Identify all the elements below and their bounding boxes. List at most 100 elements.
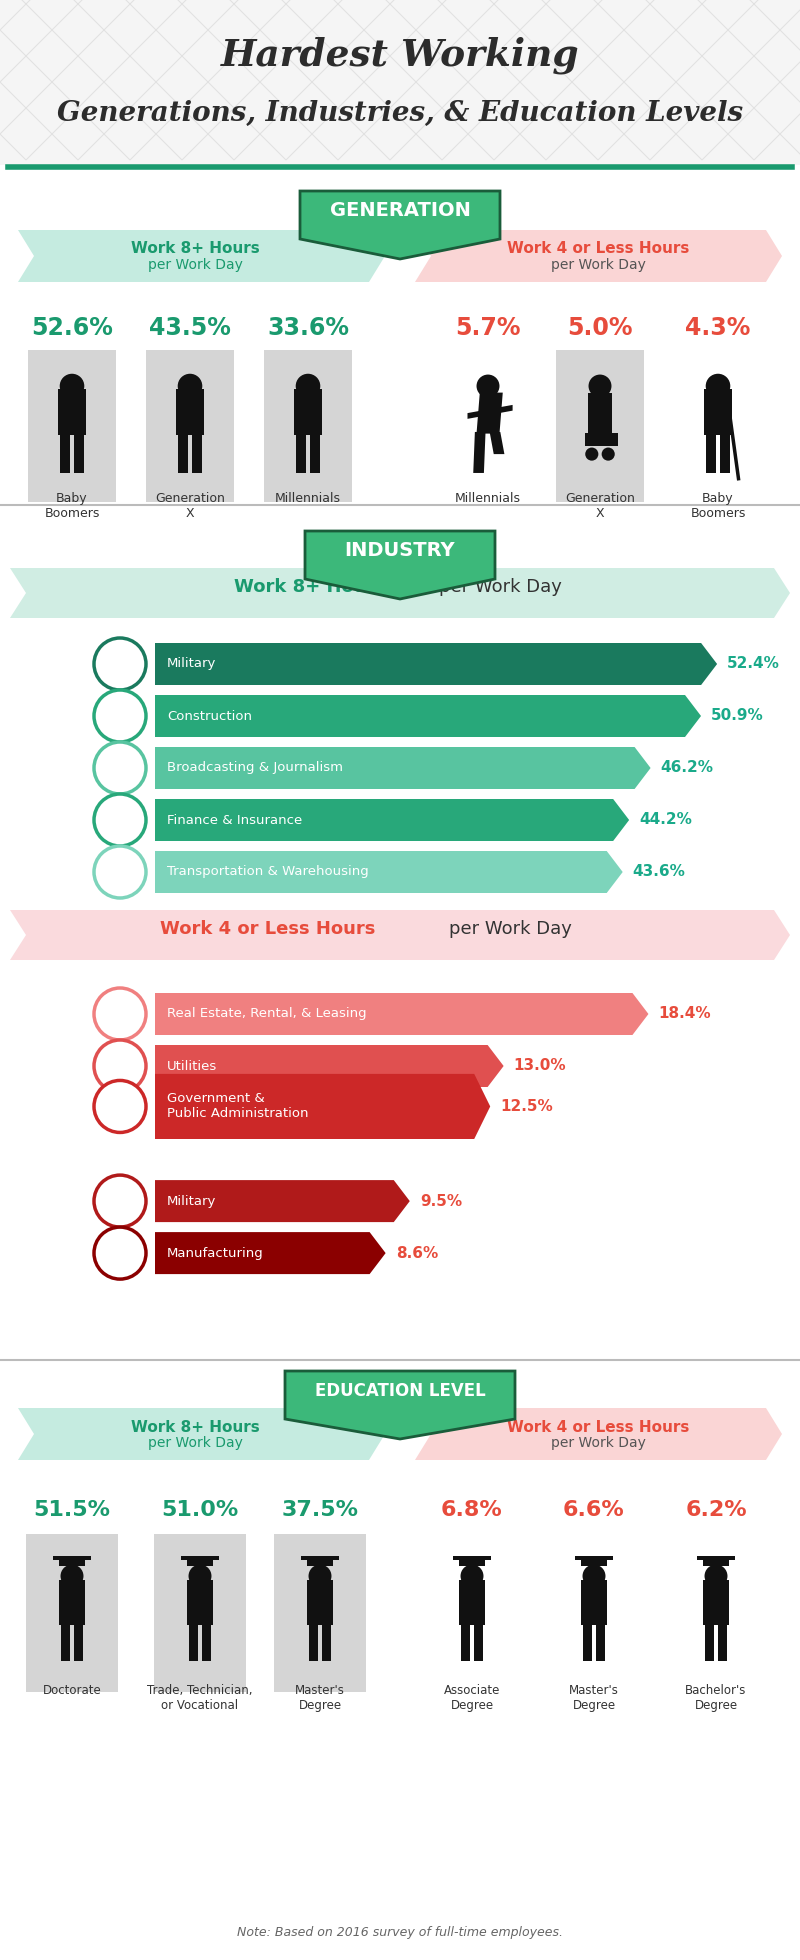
Polygon shape <box>10 909 790 960</box>
Circle shape <box>582 1564 606 1588</box>
Text: 6.2%: 6.2% <box>685 1499 747 1521</box>
FancyBboxPatch shape <box>61 1623 70 1660</box>
FancyBboxPatch shape <box>459 1560 485 1566</box>
Text: 5.7%: 5.7% <box>455 316 521 339</box>
Text: Work 8+ Hours: Work 8+ Hours <box>234 578 386 596</box>
Polygon shape <box>300 190 500 259</box>
FancyBboxPatch shape <box>59 1560 85 1566</box>
Polygon shape <box>415 1407 782 1460</box>
FancyBboxPatch shape <box>189 1623 198 1660</box>
Text: 43.6%: 43.6% <box>633 864 686 880</box>
FancyBboxPatch shape <box>74 1623 83 1660</box>
FancyBboxPatch shape <box>697 1556 735 1560</box>
Text: GENERATION: GENERATION <box>330 202 470 220</box>
FancyBboxPatch shape <box>597 1623 606 1660</box>
Polygon shape <box>155 747 650 790</box>
Circle shape <box>602 447 614 461</box>
FancyBboxPatch shape <box>581 1580 607 1625</box>
FancyBboxPatch shape <box>461 1623 470 1660</box>
Circle shape <box>309 1564 331 1588</box>
Text: EDUCATION LEVEL: EDUCATION LEVEL <box>314 1382 486 1399</box>
FancyBboxPatch shape <box>60 433 70 472</box>
FancyBboxPatch shape <box>154 1535 246 1691</box>
Polygon shape <box>474 431 486 472</box>
Circle shape <box>94 988 146 1041</box>
FancyBboxPatch shape <box>575 1556 613 1560</box>
Text: 13.0%: 13.0% <box>514 1058 566 1074</box>
Text: per Work Day: per Work Day <box>147 1437 242 1450</box>
FancyBboxPatch shape <box>721 433 730 472</box>
Text: 52.4%: 52.4% <box>727 657 780 672</box>
FancyBboxPatch shape <box>718 1623 727 1660</box>
FancyBboxPatch shape <box>264 351 352 502</box>
Circle shape <box>94 743 146 794</box>
Text: 6.6%: 6.6% <box>563 1499 625 1521</box>
Polygon shape <box>155 800 629 841</box>
Text: 5.0%: 5.0% <box>567 316 633 339</box>
Text: Construction: Construction <box>167 710 252 723</box>
FancyBboxPatch shape <box>301 1556 339 1560</box>
Text: Real Estate, Rental, & Leasing: Real Estate, Rental, & Leasing <box>167 1007 366 1021</box>
Circle shape <box>94 639 146 690</box>
Text: Work 8+ Hours: Work 8+ Hours <box>130 241 259 257</box>
FancyBboxPatch shape <box>474 1623 483 1660</box>
Circle shape <box>189 1564 211 1588</box>
FancyBboxPatch shape <box>28 351 116 502</box>
FancyBboxPatch shape <box>0 0 800 165</box>
Text: Government &
Public Administration: Government & Public Administration <box>167 1092 309 1121</box>
Circle shape <box>461 1564 483 1588</box>
Text: per Work Day: per Work Day <box>438 578 562 596</box>
FancyBboxPatch shape <box>187 1560 213 1566</box>
Polygon shape <box>415 229 782 282</box>
Polygon shape <box>155 851 622 894</box>
Circle shape <box>705 1564 727 1588</box>
Circle shape <box>589 374 611 398</box>
Circle shape <box>94 1080 146 1133</box>
Circle shape <box>178 374 202 398</box>
Text: Work 4 or Less Hours: Work 4 or Less Hours <box>160 919 376 939</box>
Text: 52.6%: 52.6% <box>31 316 113 339</box>
Text: Generation
X: Generation X <box>155 492 225 519</box>
Text: Military: Military <box>167 657 216 670</box>
Text: 51.5%: 51.5% <box>34 1499 110 1521</box>
Text: Note: Based on 2016 survey of full-time employees.: Note: Based on 2016 survey of full-time … <box>237 1925 563 1938</box>
Text: Manufacturing: Manufacturing <box>167 1247 264 1260</box>
Polygon shape <box>18 1407 385 1460</box>
Polygon shape <box>477 392 502 433</box>
Text: Associate
Degree: Associate Degree <box>444 1684 500 1711</box>
FancyBboxPatch shape <box>705 1623 714 1660</box>
Text: Baby
Boomers: Baby Boomers <box>690 492 746 519</box>
Circle shape <box>94 1176 146 1227</box>
Circle shape <box>94 1041 146 1092</box>
FancyBboxPatch shape <box>59 1580 85 1625</box>
FancyBboxPatch shape <box>193 433 202 472</box>
Circle shape <box>61 1564 83 1588</box>
Text: 6.8%: 6.8% <box>441 1499 503 1521</box>
Text: 12.5%: 12.5% <box>500 1100 553 1113</box>
Text: per Work Day: per Work Day <box>550 1437 646 1450</box>
Polygon shape <box>18 229 385 282</box>
FancyBboxPatch shape <box>178 433 187 472</box>
Text: 4.3%: 4.3% <box>686 316 750 339</box>
FancyBboxPatch shape <box>556 351 644 502</box>
Polygon shape <box>155 643 717 684</box>
Text: Finance & Insurance: Finance & Insurance <box>167 813 302 827</box>
Circle shape <box>60 374 84 398</box>
Circle shape <box>706 374 730 398</box>
FancyBboxPatch shape <box>146 351 234 502</box>
FancyBboxPatch shape <box>453 1556 491 1560</box>
Circle shape <box>94 690 146 743</box>
Text: per Work Day: per Work Day <box>147 259 242 272</box>
Text: Work 4 or Less Hours: Work 4 or Less Hours <box>507 1419 689 1435</box>
FancyBboxPatch shape <box>202 1623 211 1660</box>
Text: Millennials: Millennials <box>455 492 521 506</box>
Text: INDUSTRY: INDUSTRY <box>345 541 455 561</box>
Text: Hardest Working: Hardest Working <box>221 35 579 74</box>
Text: 43.5%: 43.5% <box>149 316 231 339</box>
FancyBboxPatch shape <box>459 1580 485 1625</box>
Text: Broadcasting & Journalism: Broadcasting & Journalism <box>167 762 343 774</box>
Text: Transportation & Warehousing: Transportation & Warehousing <box>167 866 369 878</box>
Text: 46.2%: 46.2% <box>661 760 714 776</box>
FancyBboxPatch shape <box>74 433 84 472</box>
Text: 51.0%: 51.0% <box>162 1499 238 1521</box>
